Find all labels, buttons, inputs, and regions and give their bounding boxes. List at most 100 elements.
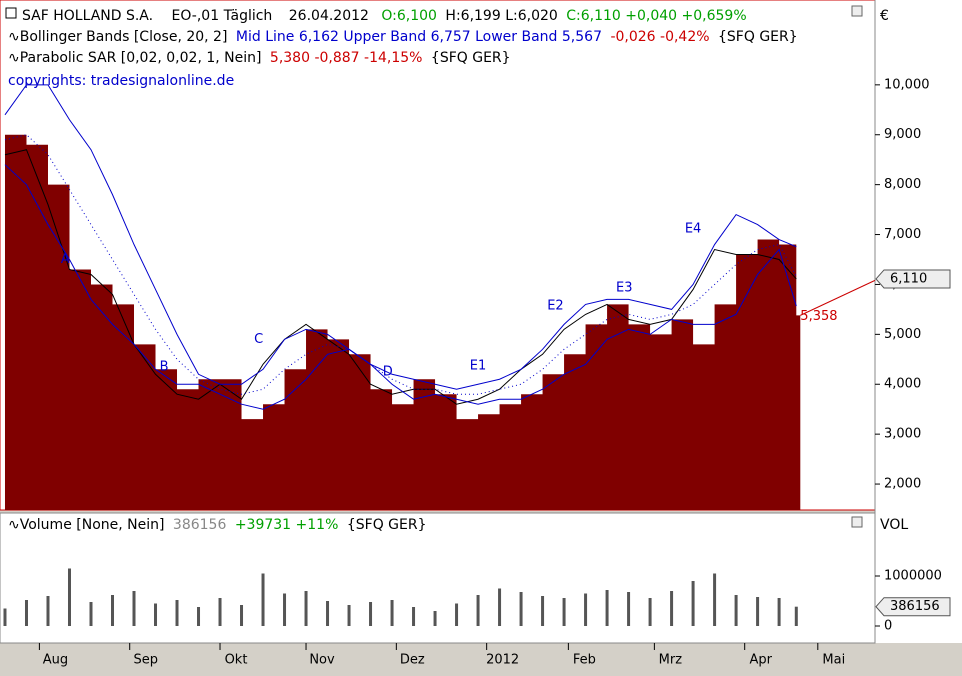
volume-header: ∿Volume [None, Nein] 386156 +39731 +11% …	[8, 517, 427, 533]
annotation: B	[160, 359, 169, 374]
indicator-change: -0,026 -0,42%	[610, 29, 709, 45]
volume-bar	[541, 596, 545, 626]
y-tick-label: 9,000	[884, 127, 921, 142]
volume-bar	[89, 602, 93, 626]
x-tick-label: Nov	[309, 653, 335, 668]
volume-bar	[455, 603, 459, 626]
volume-bar	[24, 600, 28, 626]
indicator-values: Mid Line 6,162 Upper Band 6,757 Lower Ba…	[236, 29, 602, 45]
header-icon	[5, 7, 17, 19]
y-tick-label: 10,000	[884, 77, 930, 92]
indicator-value: 386156	[173, 517, 227, 533]
indicator-name: Volume [None, Nein]	[20, 517, 165, 533]
indicator-name: Bollinger Bands [Close, 20, 2]	[20, 29, 228, 45]
volume-bar	[734, 595, 738, 626]
x-tick-label: Dez	[400, 653, 425, 668]
x-tick-label: Feb	[573, 653, 596, 668]
y-tick-label: 7,000	[884, 227, 921, 242]
annotation: A	[61, 252, 70, 267]
annotation: E1	[470, 358, 487, 373]
volume-bar	[347, 605, 351, 626]
unit: EO-,01 Täglich	[172, 8, 273, 24]
x-tick-label: Aug	[43, 653, 68, 668]
window-button[interactable]	[851, 516, 863, 528]
volume-bar	[197, 607, 201, 626]
annotation: C	[254, 332, 263, 347]
volume-bar	[777, 598, 781, 626]
sar-area	[4, 134, 801, 510]
volume-bar	[218, 598, 222, 626]
volume-bar	[605, 590, 609, 626]
volume-bar	[46, 596, 50, 626]
market: {SFQ GER}	[431, 50, 511, 66]
volume-bar	[433, 611, 437, 626]
header-line: SAF HOLLAND S.A. EO-,01 Täglich 26.04.20…	[22, 8, 747, 24]
x-tick-label: Mai	[822, 653, 845, 668]
market: {SFQ GER}	[347, 517, 427, 533]
copyright: copyrights: tradesignalonline.de	[8, 73, 234, 89]
annotation: E2	[547, 298, 564, 313]
x-tick-label: Apr	[749, 653, 772, 668]
volume-bar	[519, 592, 523, 626]
volume-bar	[670, 591, 674, 626]
volume-bar	[412, 607, 416, 626]
y-tick-label: 8,000	[884, 177, 921, 192]
y-tick-label: 4,000	[884, 377, 921, 392]
volume-bar	[476, 595, 480, 626]
y-axis-label: €	[880, 8, 889, 24]
series-line	[4, 164, 797, 410]
y-tick-label: 2,000	[884, 477, 921, 492]
volume-panel	[0, 512, 876, 644]
volume-bar	[111, 595, 115, 626]
window-button[interactable]	[851, 5, 863, 17]
indicator-name: Parabolic SAR [0,02, 0,02, 1, Nein]	[20, 50, 262, 66]
indicator-values: 5,380 -0,887 -14,15%	[270, 50, 423, 66]
volume-bar	[67, 568, 71, 626]
close: C:6,110 +0,040 +0,659%	[566, 8, 746, 24]
volume-bar	[326, 601, 330, 626]
mid-line	[4, 134, 797, 395]
volume-bar	[756, 597, 760, 626]
indicator-change: +39731 +11%	[235, 517, 339, 533]
volume-bar	[240, 605, 244, 626]
y-tick-label: 0	[884, 619, 892, 634]
plot-layer: A B C D E1 E2 E3 E4 5,358	[3, 84, 876, 626]
volume-bar	[794, 606, 798, 626]
volume-bar	[261, 573, 265, 626]
annotation: D	[383, 364, 393, 379]
date: 26.04.2012	[289, 8, 369, 24]
volume-bar	[304, 591, 308, 626]
last-value-label: 386156	[890, 599, 940, 614]
y-axis-label: VOL	[880, 517, 908, 533]
volume-bar	[584, 593, 588, 626]
volume-bar	[369, 602, 373, 626]
x-tick-label: 2012	[486, 653, 519, 668]
volume-bar	[175, 600, 179, 626]
annotation: E3	[616, 280, 633, 295]
series-line	[4, 84, 797, 390]
volume-bar	[713, 573, 717, 626]
x-tick-label: Mrz	[659, 653, 683, 668]
sar-projection	[800, 279, 876, 316]
y-tick-label: 5,000	[884, 327, 921, 342]
volume-bar	[390, 600, 394, 626]
volume-bar	[691, 581, 695, 626]
x-tick-label: Sep	[133, 653, 158, 668]
axis-area	[875, 0, 962, 643]
high-low: H:6,199 L:6,020	[445, 8, 557, 24]
volume-bar	[627, 592, 631, 626]
sar-line: ∿Parabolic SAR [0,02, 0,02, 1, Nein] 5,3…	[8, 50, 511, 66]
annotation: 5,358	[800, 309, 837, 324]
annotation: E4	[685, 222, 702, 237]
symbol: SAF HOLLAND S.A.	[22, 8, 153, 24]
last-value-label: 6,110	[890, 271, 927, 286]
volume-bar	[154, 603, 158, 626]
volume-bar	[3, 608, 7, 626]
volume-bar	[562, 598, 566, 626]
y-tick-label: 1000000	[884, 569, 942, 584]
volume-bar	[132, 591, 136, 626]
y-tick-label: 3,000	[884, 427, 921, 442]
bollinger-line: ∿Bollinger Bands [Close, 20, 2] Mid Line…	[8, 29, 798, 45]
